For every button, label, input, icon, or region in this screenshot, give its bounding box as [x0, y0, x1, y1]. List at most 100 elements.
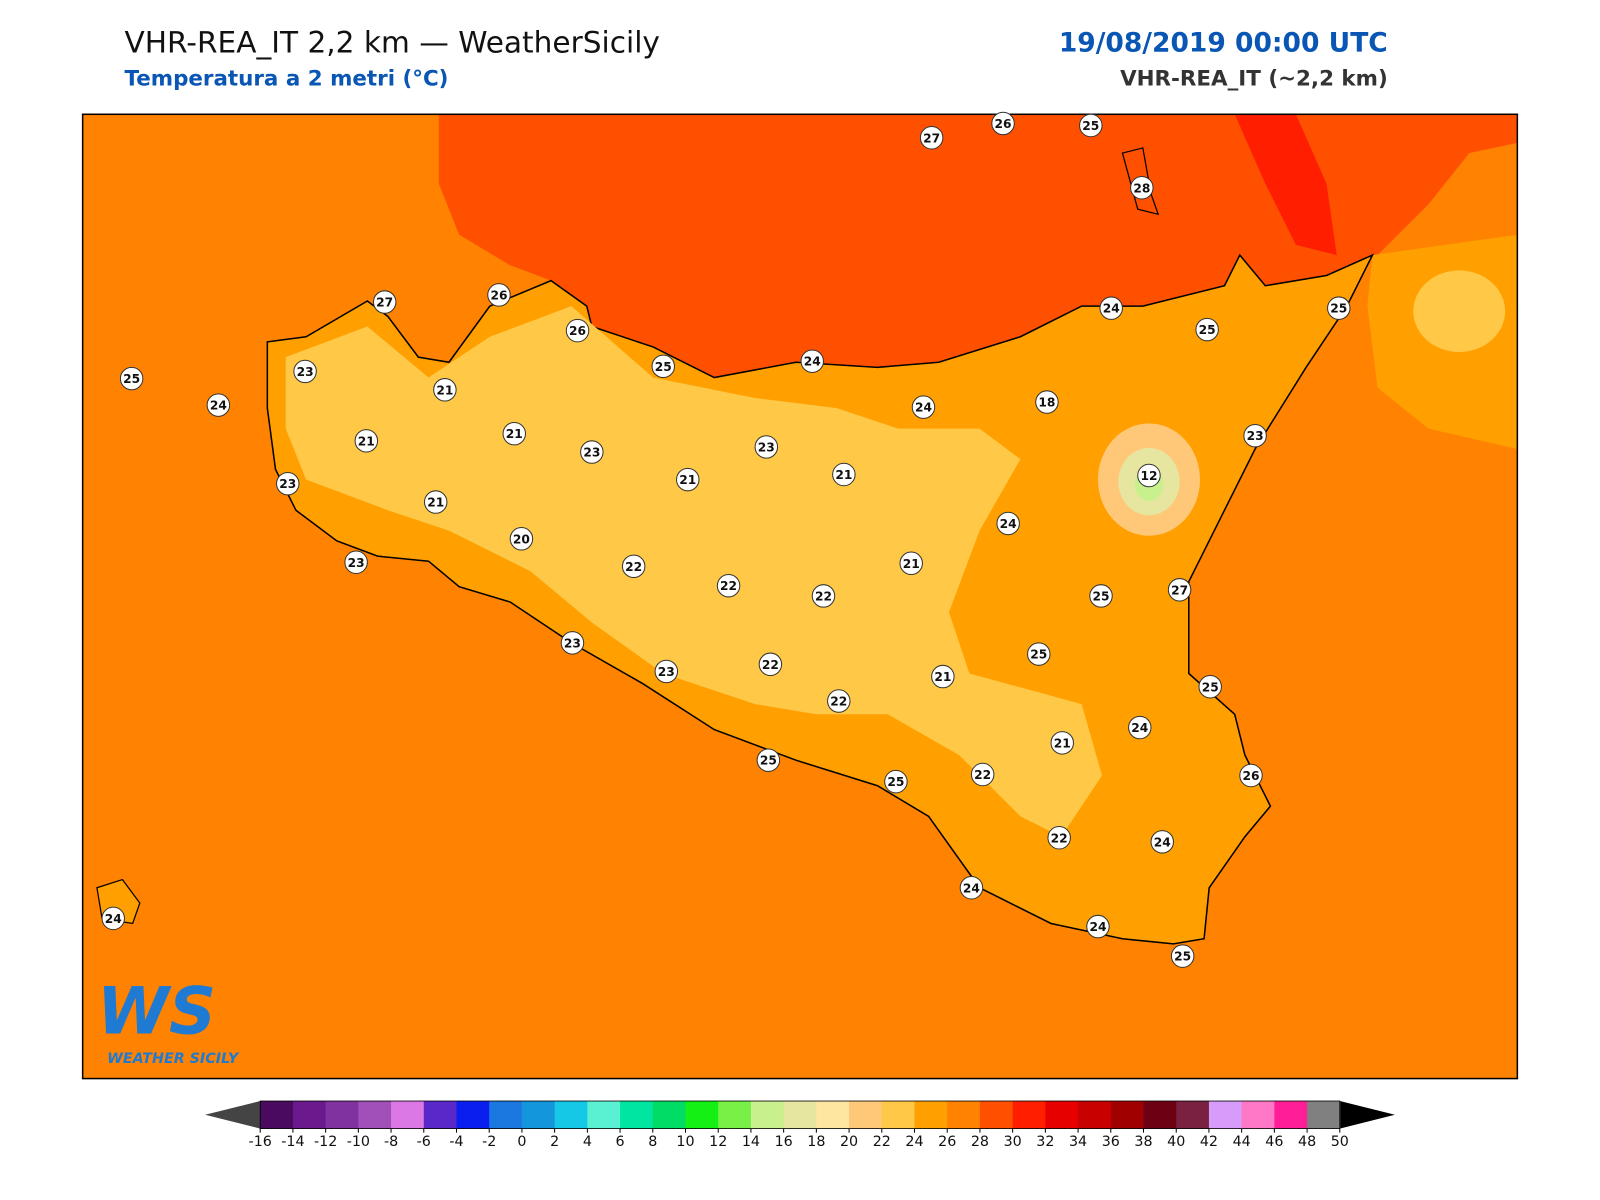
station-marker	[754, 435, 779, 459]
station-value: 12	[1140, 469, 1157, 483]
station: 25	[1079, 113, 1103, 138]
station-marker	[919, 126, 944, 150]
station-marker	[1086, 914, 1110, 939]
station-marker	[991, 111, 1015, 136]
station-marker	[1079, 113, 1103, 138]
station-value: 21	[427, 496, 444, 510]
station-marker	[293, 359, 317, 384]
station-value: 24	[1154, 835, 1171, 849]
station-marker	[509, 527, 534, 551]
station-value: 23	[564, 636, 581, 650]
colorbar-tick-label: -10	[347, 1134, 370, 1150]
station-marker	[931, 664, 955, 689]
colorbar-level	[816, 1101, 850, 1129]
colorbar-tick-label: 32	[1036, 1134, 1054, 1150]
station-marker	[487, 283, 511, 307]
station-value: 26	[569, 324, 586, 338]
station-marker	[1243, 423, 1267, 448]
station-value: 22	[762, 658, 779, 672]
station: 24	[101, 906, 125, 931]
station-value: 21	[506, 427, 523, 441]
station: 12	[1137, 463, 1161, 488]
station-value: 24	[1131, 721, 1148, 735]
station-value: 27	[376, 296, 393, 310]
station-value: 22	[1051, 831, 1068, 845]
colorbar-tick-label: 24	[905, 1134, 923, 1150]
station: 23	[293, 359, 317, 384]
colorbar-tick-label: -14	[281, 1134, 304, 1150]
colorbar-level	[292, 1101, 327, 1129]
station-marker	[651, 354, 675, 379]
colorbar-tick-label: -6	[417, 1134, 431, 1150]
subtitle: Temperatura a 2 metri (°C)	[124, 67, 448, 92]
colorbar-tick-label: 34	[1069, 1134, 1087, 1150]
logo-name: WEATHER SICILY	[107, 1051, 240, 1067]
station-marker	[423, 490, 448, 514]
station-value: 21	[436, 383, 453, 397]
station-value: 27	[1171, 583, 1188, 597]
station-value: 25	[1330, 302, 1347, 316]
colorbar-tick-label: 12	[709, 1134, 727, 1150]
colorbar-tick-label: 8	[648, 1134, 657, 1150]
colorbar-level	[1307, 1101, 1341, 1129]
colorbar-level	[391, 1101, 425, 1129]
station-value: 24	[105, 912, 122, 926]
station: 21	[676, 467, 700, 492]
station-value: 25	[1082, 119, 1099, 133]
station-value: 21	[835, 468, 852, 482]
colorbar-level	[1078, 1101, 1112, 1129]
colorbar-level	[718, 1101, 752, 1129]
station-marker	[560, 631, 585, 655]
station-marker	[1327, 296, 1351, 320]
station: 27	[1167, 578, 1192, 602]
station-value: 25	[1174, 950, 1191, 964]
station: 21	[354, 429, 379, 453]
station-value: 21	[679, 473, 696, 487]
station-marker	[1027, 642, 1051, 666]
station-value: 25	[887, 775, 904, 789]
station-marker	[758, 652, 783, 677]
model: VHR-REA_IT (~2,2 km)	[1120, 67, 1388, 92]
station-value: 24	[804, 355, 821, 369]
colorbar-level	[260, 1101, 294, 1129]
station-value: 21	[903, 557, 920, 571]
colorbar-tick-label: 14	[742, 1134, 760, 1150]
station-value: 25	[1199, 323, 1216, 337]
colorbar-level	[685, 1101, 719, 1129]
station-marker	[800, 349, 824, 373]
colorbar-level	[1143, 1101, 1177, 1129]
station: 21	[1050, 731, 1074, 755]
colorbar-tick-label: 26	[938, 1134, 956, 1150]
warm-sea	[438, 114, 1518, 378]
station: 23	[754, 435, 779, 459]
station: 20	[509, 527, 534, 551]
colorbar-tick-label: 0	[517, 1134, 526, 1150]
colorbar-over	[1339, 1101, 1395, 1129]
station: 24	[959, 876, 984, 900]
station-value: 24	[1000, 517, 1017, 531]
station-value: 23	[658, 665, 675, 679]
colorbar-tick-label: 28	[971, 1134, 989, 1150]
station-value: 22	[974, 768, 991, 782]
station-marker	[970, 762, 995, 787]
station: 26	[1239, 763, 1263, 788]
station: 24	[911, 395, 936, 419]
station: 22	[970, 762, 995, 787]
station: 22	[716, 573, 741, 598]
title: VHR-REA_IT 2,2 km — WeatherSicily	[124, 25, 659, 59]
station-marker	[1089, 584, 1113, 608]
station-value: 23	[758, 440, 775, 454]
station-value: 22	[720, 579, 737, 593]
station: 22	[811, 584, 836, 608]
station-marker	[654, 659, 679, 684]
station-value: 25	[760, 754, 777, 768]
station-value: 21	[358, 434, 375, 448]
colorbar-level	[456, 1101, 490, 1129]
station: 23	[654, 659, 679, 684]
colorbar-tick-label: 36	[1102, 1134, 1120, 1150]
colorbar-level	[489, 1101, 523, 1129]
station: 24	[800, 349, 824, 373]
colorbar-tick-label: -8	[384, 1134, 398, 1150]
